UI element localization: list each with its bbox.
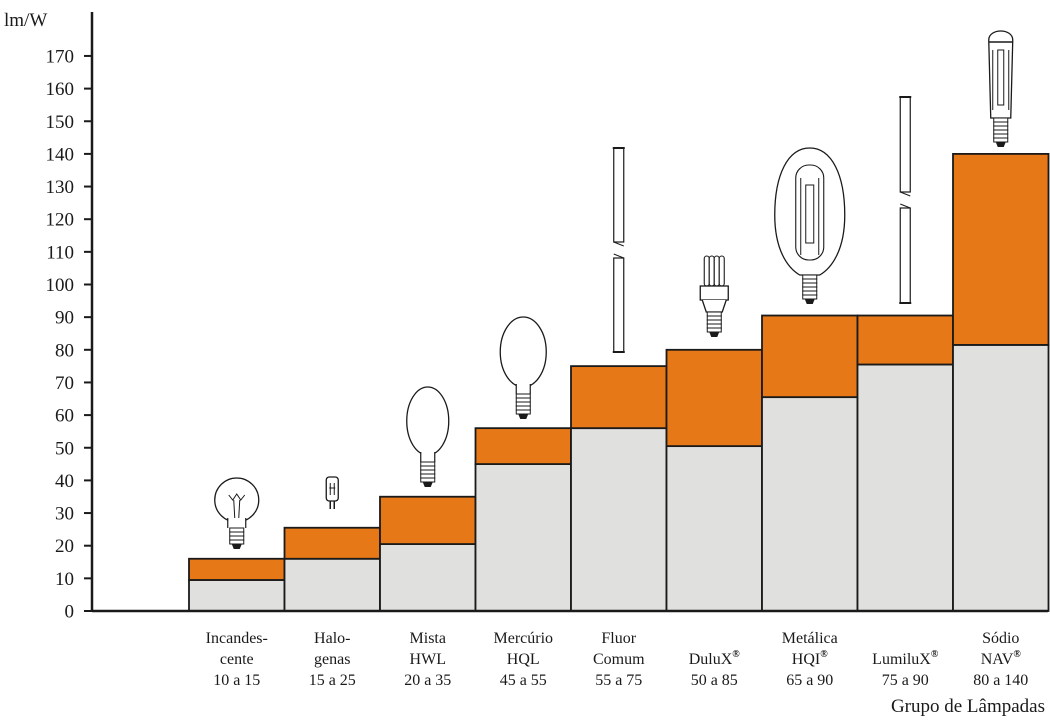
bar-base [570, 427, 668, 612]
y-axis-title: lm/W [4, 10, 47, 31]
bar-range [188, 557, 286, 581]
metal-halide-lamp-icon [774, 147, 846, 304]
category-label: 20 a 35 [404, 672, 451, 689]
category-label: 55 a 75 [595, 672, 642, 689]
category-label: 75 a 90 [882, 672, 929, 689]
incandescent-bulb-icon [214, 477, 260, 549]
y-tick-label: 80 [55, 340, 74, 361]
category-label: HWL [410, 651, 446, 668]
y-tick-label: 150 [46, 112, 75, 133]
y-tick-label: 110 [46, 242, 74, 263]
y-tick-label: 0 [65, 602, 75, 623]
halogen-capsule-icon [325, 476, 339, 509]
y-tick-label: 60 [55, 406, 74, 427]
y-tick-label: 40 [55, 471, 74, 492]
bar-range [570, 365, 668, 430]
mercury-vapor-bulb-icon [499, 316, 547, 419]
bar-base [665, 445, 763, 612]
lamp-icons [214, 30, 1014, 549]
bar-range [474, 427, 572, 465]
fluorescent-tube-icon [899, 96, 912, 304]
x-axis-title: Grupo de Lâmpadas [891, 696, 1045, 717]
category-label: Halo- [314, 630, 350, 647]
y-tick-label: 160 [46, 79, 75, 100]
bar-range [761, 314, 859, 399]
bar-range [283, 526, 381, 560]
category-label: 80 a 140 [973, 672, 1028, 689]
bar-group [188, 152, 1050, 612]
bar-range [665, 348, 763, 448]
bar-base [188, 579, 286, 612]
category-label: 65 a 90 [786, 672, 833, 689]
y-tick-label: 30 [55, 504, 74, 525]
y-tick-label: 10 [55, 569, 74, 590]
bar-range [856, 314, 954, 366]
category-label: 15 a 25 [309, 672, 356, 689]
category-labels: Incandes-cente 10 a 15 Halo-genas 15 a 25 Mi… [206, 630, 1029, 689]
category-label: Comum [593, 651, 645, 668]
fluorescent-tube-icon [612, 147, 625, 353]
category-label: NAV® [981, 649, 1022, 668]
bar-base [952, 344, 1050, 612]
category-label: HQL [507, 651, 540, 668]
compact-fluorescent-icon [699, 255, 729, 337]
category-label: cente [220, 651, 254, 668]
category-label: HQI® [792, 649, 828, 668]
category-label: Fluor [601, 630, 636, 647]
category-label: Metálica [782, 630, 838, 647]
category-label: DuluX® [689, 649, 741, 668]
category-label: Mista [410, 630, 446, 647]
bar-base [856, 363, 954, 612]
mixed-light-bulb-icon [406, 386, 450, 487]
bar-range [952, 152, 1050, 346]
y-tick-label: 100 [46, 275, 75, 296]
category-label: genas [314, 651, 350, 668]
category-label: 50 a 85 [691, 672, 738, 689]
y-tick-label: 130 [46, 177, 75, 198]
bar-base [283, 557, 381, 612]
y-tick-label: 170 [46, 46, 75, 67]
bar-range [379, 495, 477, 545]
y-tick-label: 20 [55, 536, 74, 557]
y-tick-label: 140 [46, 144, 75, 165]
sodium-vapor-lamp-icon [988, 30, 1014, 147]
y-tick-label: 50 [55, 438, 74, 459]
bar-base [379, 543, 477, 612]
bar-base [474, 463, 572, 612]
y-tick-label: 70 [55, 373, 74, 394]
category-label: Incandes- [206, 630, 268, 647]
y-tick-label: 90 [55, 308, 74, 329]
category-label: Sódio [982, 630, 1019, 647]
category-label: 10 a 15 [213, 672, 260, 689]
category-label: Mercúrio [493, 630, 553, 647]
y-tick-label: 120 [46, 210, 75, 231]
category-label: LumiluX® [872, 649, 939, 668]
bar-base [761, 396, 859, 612]
y-axis-ticks: 0 10 20 30 40 50 60 70 80 90 100 110 120 130 140 150 160… [46, 46, 92, 623]
category-label: 45 a 55 [500, 672, 547, 689]
